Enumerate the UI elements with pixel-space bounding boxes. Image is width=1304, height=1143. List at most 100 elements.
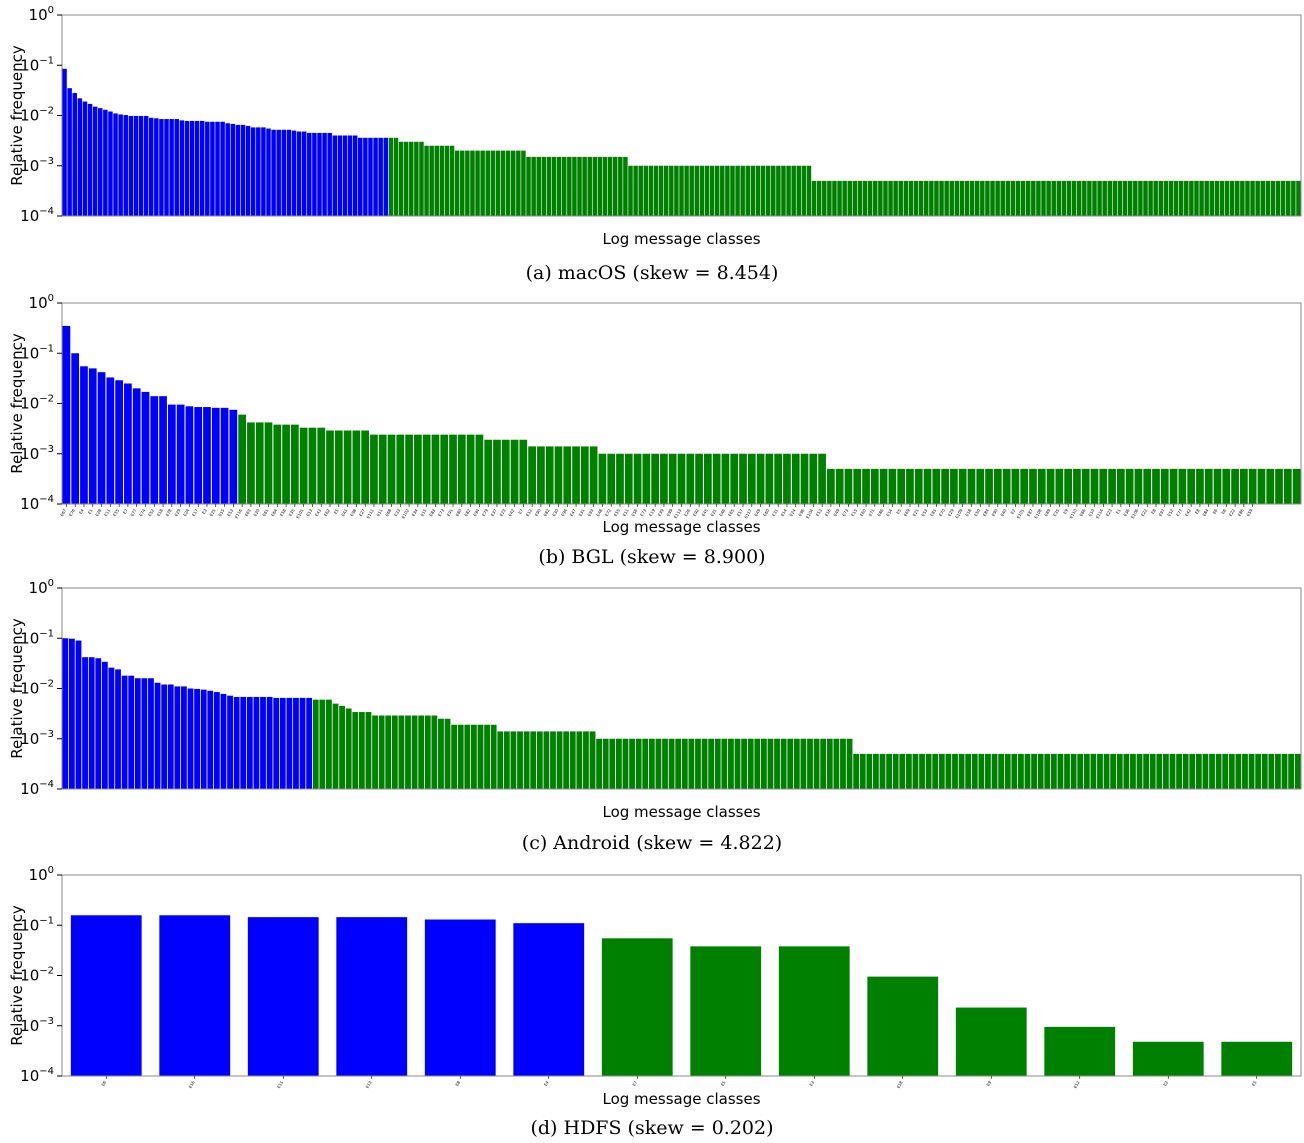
bar <box>176 404 185 504</box>
x-tick-label: E96 <box>797 508 805 517</box>
bar <box>88 657 95 789</box>
x-tick-label: E8 <box>1150 508 1157 515</box>
bar <box>1044 1026 1116 1076</box>
bar <box>642 453 651 504</box>
bar <box>582 156 587 216</box>
bar <box>261 127 266 216</box>
x-tick-label: E78 <box>165 508 173 517</box>
bar <box>536 156 541 216</box>
bar <box>1178 468 1187 504</box>
bar <box>383 137 389 216</box>
bar <box>75 640 82 789</box>
bar <box>115 669 121 789</box>
bar <box>1266 468 1275 504</box>
bar <box>959 180 965 216</box>
bar <box>68 638 75 789</box>
bar <box>184 120 190 216</box>
bar <box>164 119 169 216</box>
bar <box>1143 468 1152 504</box>
bar <box>695 453 703 504</box>
bar <box>233 696 240 789</box>
bar <box>1202 753 1209 789</box>
bar <box>760 738 767 789</box>
bar <box>873 180 878 216</box>
bar <box>592 156 598 216</box>
bar <box>460 150 465 216</box>
bar <box>1050 753 1057 789</box>
bar <box>536 731 543 789</box>
bar <box>143 115 149 216</box>
bar <box>409 141 414 216</box>
bar <box>888 468 897 504</box>
x-tick-label: E82 <box>463 508 471 517</box>
bar <box>150 396 159 504</box>
bar <box>1178 180 1184 216</box>
x-tick-label: E56 <box>630 508 638 517</box>
bar <box>1163 753 1169 789</box>
x-tick-label: E7 <box>122 508 129 515</box>
bar <box>778 946 850 1076</box>
bar <box>1138 180 1143 216</box>
bar <box>888 180 893 216</box>
bar <box>70 915 142 1076</box>
x-tick-label: E63 <box>244 508 252 517</box>
bar <box>500 150 506 216</box>
x-tick-label: E29 <box>173 508 181 517</box>
bar <box>1011 753 1018 789</box>
bar <box>199 120 205 216</box>
y-tick-label: 100 <box>29 578 54 597</box>
bar <box>1184 180 1189 216</box>
bar <box>264 422 273 504</box>
bar <box>1010 180 1016 216</box>
bar <box>550 731 556 789</box>
caption-hdfs: (d) HDFS (skew = 0.202) <box>530 1117 774 1139</box>
bar <box>912 753 919 789</box>
bar <box>1283 468 1292 504</box>
bar <box>299 697 306 789</box>
bar <box>873 753 879 789</box>
bar <box>440 434 449 504</box>
bar <box>475 150 480 216</box>
bar <box>451 724 458 789</box>
bar <box>101 661 108 789</box>
bar <box>903 180 909 216</box>
bar <box>449 145 455 216</box>
bar <box>1163 180 1169 216</box>
x-tick-label: E110 <box>1068 508 1078 520</box>
bar <box>950 468 958 504</box>
bar <box>985 180 990 216</box>
x-tick-label: E49 <box>832 508 840 517</box>
bar <box>154 118 159 216</box>
bar <box>211 407 220 504</box>
y-axis-label: Relative frequency <box>8 618 26 759</box>
bar <box>1199 180 1204 216</box>
bar <box>993 468 1002 504</box>
bar <box>1122 180 1128 216</box>
bar <box>255 422 264 504</box>
bar <box>918 180 924 216</box>
x-axis-label: Log message classes <box>602 230 760 248</box>
bar <box>1270 180 1276 216</box>
bar <box>589 731 596 789</box>
bar <box>194 120 200 216</box>
y-tick-label: 10−4 <box>20 494 54 513</box>
bar <box>767 738 774 789</box>
bar <box>934 180 939 216</box>
x-tick-label: E48 <box>595 508 603 517</box>
x-tick-label: E2 <box>1162 1080 1169 1087</box>
bar <box>847 180 853 216</box>
bar <box>80 366 88 504</box>
bar <box>800 738 807 789</box>
bar <box>886 753 892 789</box>
x-tick-label: E7 <box>631 1080 638 1087</box>
bar <box>760 165 766 216</box>
bar <box>1242 753 1248 789</box>
bar <box>342 135 348 216</box>
bar <box>820 738 827 789</box>
bar <box>1134 468 1143 504</box>
bar <box>906 468 914 504</box>
bar <box>332 703 339 789</box>
bar <box>1231 468 1239 504</box>
bar <box>1148 180 1153 216</box>
bar <box>495 150 501 216</box>
